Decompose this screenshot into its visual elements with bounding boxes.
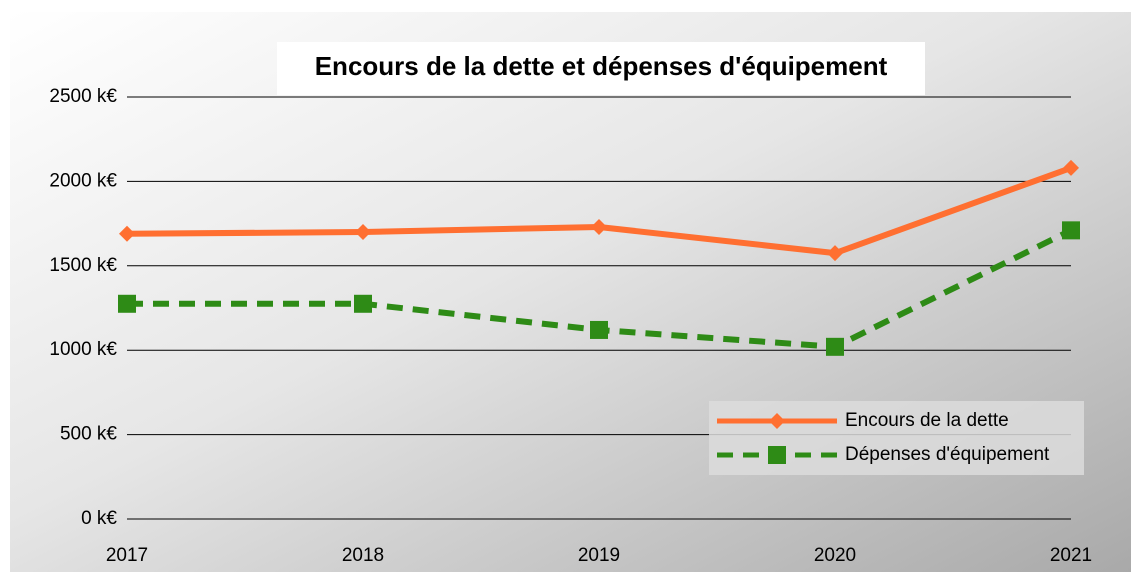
y-tick-label: 0 k€ (81, 508, 117, 529)
legend-label: Encours de la dette (845, 410, 1009, 431)
data-point (590, 320, 608, 339)
title-box (277, 42, 925, 95)
chart-title: Encours de la dette et dépenses d'équipe… (315, 51, 888, 81)
legend-label: Dépenses d'équipement (845, 444, 1050, 465)
y-tick-label: 1500 k€ (49, 255, 117, 276)
y-tick-label: 2000 k€ (49, 170, 117, 191)
data-point (354, 294, 372, 313)
legend-marker (768, 446, 786, 464)
data-point (1063, 159, 1079, 176)
x-tick-label: 2019 (578, 545, 620, 566)
data-point (1062, 221, 1080, 240)
legend-marker (769, 413, 785, 429)
y-tick-label: 2500 k€ (49, 86, 117, 107)
y-tick-label: 1000 k€ (49, 339, 117, 360)
chart-background (10, 12, 1131, 572)
data-point (118, 294, 136, 313)
data-point (591, 218, 607, 235)
x-tick-label: 2021 (1050, 545, 1092, 566)
data-point (826, 337, 844, 356)
data-point (827, 245, 843, 262)
data-point (119, 225, 135, 242)
x-tick-label: 2020 (814, 545, 856, 566)
y-tick-label: 500 k€ (60, 424, 117, 445)
x-tick-label: 2017 (106, 545, 148, 566)
data-point (355, 224, 371, 241)
x-tick-label: 2018 (342, 545, 384, 566)
